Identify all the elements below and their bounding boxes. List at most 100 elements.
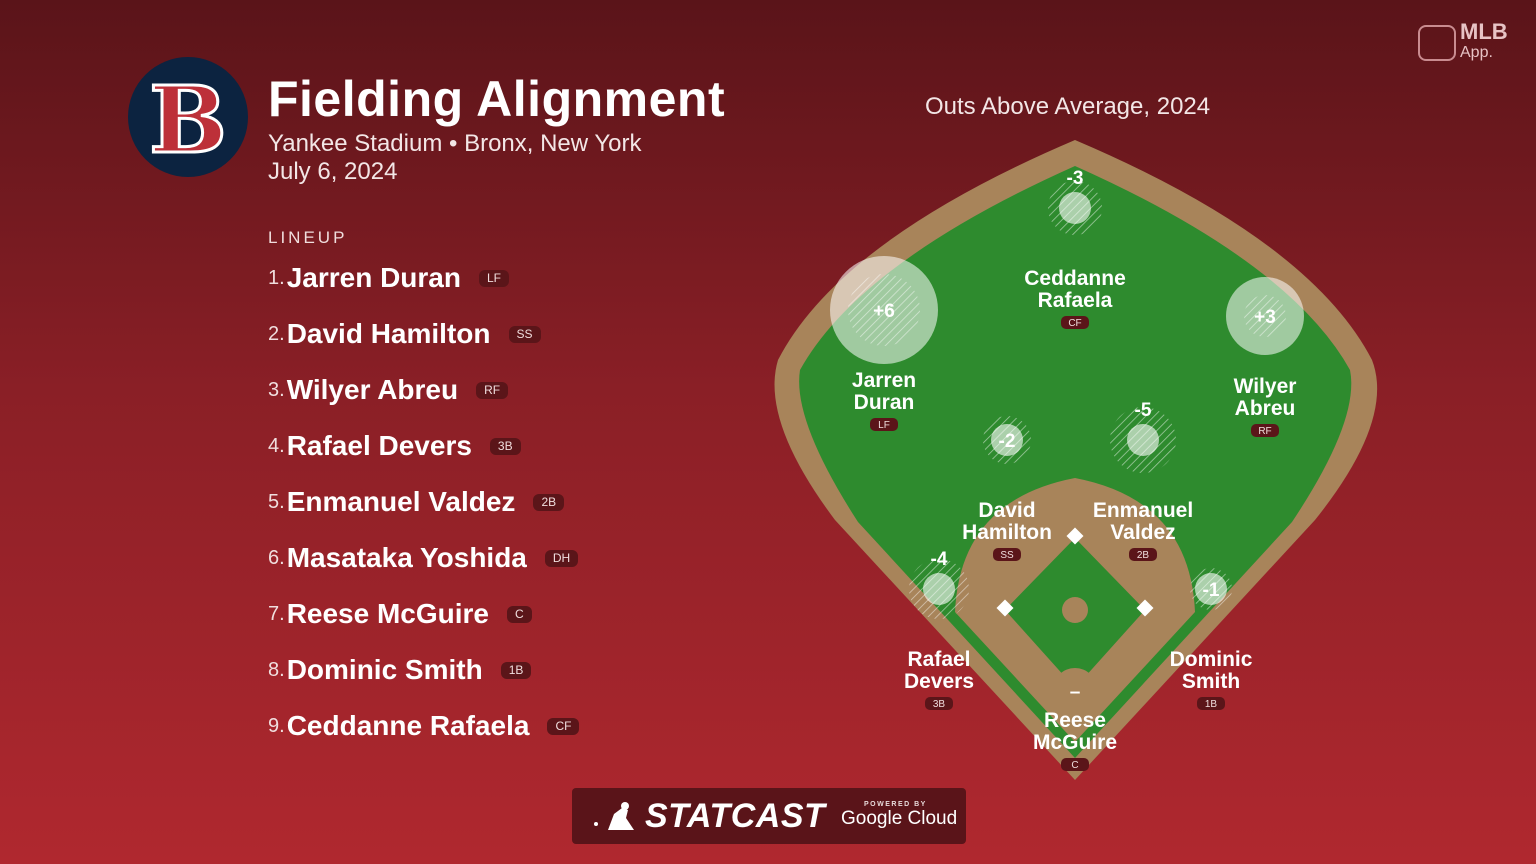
batter-icon xyxy=(594,802,634,830)
position-badge: CF xyxy=(547,717,580,735)
lineup-row: 8. Dominic Smith 1B xyxy=(268,650,532,690)
fielder-last-name: Abreu xyxy=(1235,397,1296,420)
fielder-first-name: Enmanuel xyxy=(1093,499,1193,522)
lineup-player-name: Wilyer Abreu xyxy=(286,374,459,405)
lineup-player-name: Jarren Duran xyxy=(286,262,461,293)
mlb-app-name: MLB xyxy=(1460,19,1508,44)
position-badge: LF xyxy=(478,269,509,287)
oaa-value: +3 xyxy=(1254,307,1276,328)
fielder-last-name: Hamilton xyxy=(962,521,1052,544)
position-badge: 1B xyxy=(500,661,532,679)
lineup-player-name: Ceddanne Rafaela xyxy=(286,710,530,741)
statcast-wordmark: STATCAST xyxy=(645,797,826,835)
fielder-position: 2B xyxy=(1137,550,1150,561)
field-title: Outs Above Average, 2024 xyxy=(925,93,1211,120)
fielder-position-badge xyxy=(1061,316,1089,329)
oaa-value: -2 xyxy=(999,431,1016,452)
fielder-position-badge xyxy=(1129,548,1157,561)
position-badge: C xyxy=(507,605,532,623)
oaa-core xyxy=(1195,573,1227,605)
oaa-value: -5 xyxy=(1135,400,1152,421)
lineup-row: 6. Masataka Yoshida DH xyxy=(268,538,579,578)
oaa-core xyxy=(1059,192,1091,224)
oaa-value: – xyxy=(1070,682,1081,703)
powered-by-text: POWERED BY xyxy=(864,801,927,808)
lineup-number: 1. xyxy=(268,266,285,289)
position-badge: SS xyxy=(508,325,541,343)
lineup-number: 6. xyxy=(268,546,285,569)
oaa-hatch xyxy=(848,274,920,346)
fielder-first-name: Reese xyxy=(1044,709,1106,732)
fielder-position: CF xyxy=(1068,318,1081,329)
lineup-player-name: Masataka Yoshida xyxy=(286,542,527,573)
lineup-player-name: Enmanuel Valdez xyxy=(286,486,516,517)
lineup-player-name: Dominic Smith xyxy=(286,654,483,685)
oaa-value: -3 xyxy=(1067,168,1084,189)
fielder-first-name: Wilyer xyxy=(1234,375,1297,398)
oaa-hatch xyxy=(1244,295,1286,337)
fielder-first-name: Dominic xyxy=(1170,648,1253,671)
oaa-value: +6 xyxy=(873,301,895,322)
fielder-position-badge xyxy=(870,418,898,431)
pitchers-mound xyxy=(1062,597,1088,623)
third-base xyxy=(996,599,1014,617)
fielder-position: 3B xyxy=(933,699,946,710)
fielder-last-name: McGuire xyxy=(1033,731,1117,754)
lineup-row: 7. Reese McGuire C xyxy=(268,594,532,634)
lineup-row: 4. Rafael Devers 3B xyxy=(268,426,521,466)
second-base xyxy=(1066,527,1084,545)
lineup-heading: LINEUP xyxy=(268,228,348,247)
home-plate-area xyxy=(1053,668,1097,712)
venue-text: Yankee Stadium • Bronx, New York xyxy=(268,130,642,157)
fielder-first-name: David xyxy=(978,499,1035,522)
lineup-player-name: Reese McGuire xyxy=(286,598,490,629)
first-base xyxy=(1136,599,1154,617)
fielder-last-name: Valdez xyxy=(1110,521,1175,544)
oaa-value: -4 xyxy=(931,549,948,570)
fielder-position: LF xyxy=(878,420,890,431)
oaa-core xyxy=(1127,424,1159,456)
google-cloud-text: Google Cloud xyxy=(841,808,958,829)
fielder-last-name: Devers xyxy=(904,670,974,693)
position-badge: 3B xyxy=(489,437,521,455)
lineup-player-name: David Hamilton xyxy=(286,318,491,349)
lineup-player-name: Rafael Devers xyxy=(286,430,472,461)
lineup-number: 4. xyxy=(268,434,285,457)
lineup-row: 1. Jarren Duran LF xyxy=(268,258,509,298)
lineup-number: 5. xyxy=(268,490,285,513)
lineup-number: 3. xyxy=(268,378,285,401)
fielder-position: SS xyxy=(1000,550,1014,561)
lineup-row: 3. Wilyer Abreu RF xyxy=(268,370,509,410)
logo-letter: B xyxy=(149,66,227,174)
statcast-banner xyxy=(572,788,966,844)
lineup-row: 2. David Hamilton SS xyxy=(268,314,541,354)
fielder-first-name: Rafael xyxy=(907,648,970,671)
position-badge: DH xyxy=(544,549,579,567)
fielder-position: C xyxy=(1071,760,1078,771)
fielder-position: RF xyxy=(1258,426,1271,437)
red-sox-b-icon: B xyxy=(148,65,229,176)
fielder-position-badge xyxy=(1061,758,1089,771)
fielder-last-name: Rafaela xyxy=(1038,289,1113,312)
fielder-position-badge xyxy=(925,697,953,710)
oaa-core xyxy=(923,573,955,605)
oaa-value: -1 xyxy=(1203,580,1220,601)
fielder-last-name: Duran xyxy=(854,391,915,414)
oaa-core xyxy=(991,424,1023,456)
fielder-first-name: Ceddanne xyxy=(1024,267,1126,290)
mlb-logo-icon xyxy=(1418,25,1456,61)
fielder-last-name: Smith xyxy=(1182,670,1240,693)
team-logo: B xyxy=(128,57,248,177)
lineup-number: 8. xyxy=(268,658,285,681)
fielder-position-badge xyxy=(993,548,1021,561)
fielder-position: 1B xyxy=(1205,699,1218,710)
